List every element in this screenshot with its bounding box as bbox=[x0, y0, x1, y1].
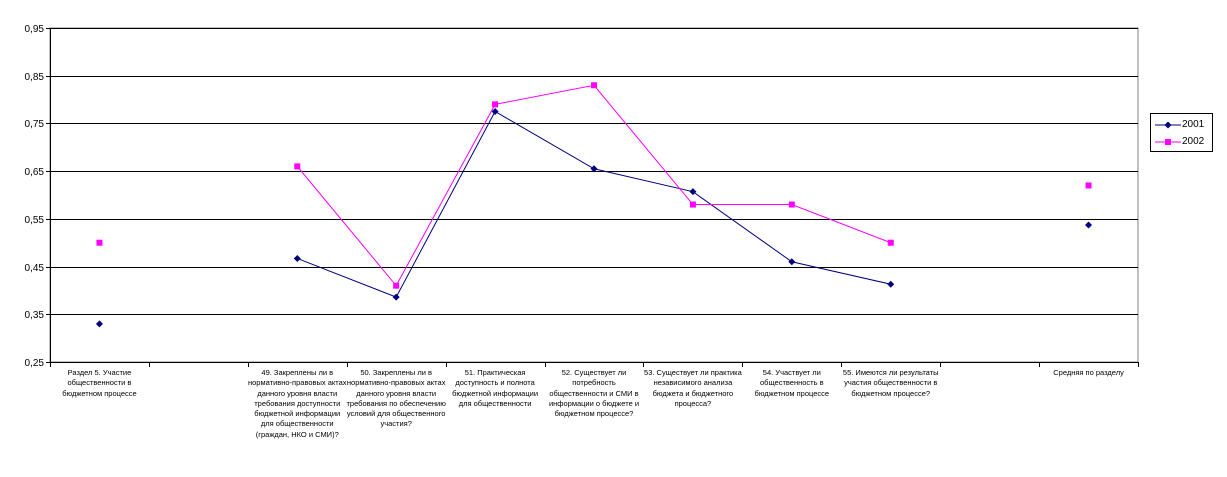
x-tick-label: Раздел 5. Участие общественности в бюдже… bbox=[62, 368, 137, 398]
plot-area bbox=[49, 27, 1139, 363]
series-2001 bbox=[95, 108, 1093, 328]
x-tick-label: 55. Имеются ли результаты участия общест… bbox=[842, 368, 939, 398]
x-tick-label: 53. Существует ли практика независимого … bbox=[644, 368, 742, 408]
legend-label-2002: 2002 bbox=[1182, 136, 1205, 147]
data-point-2001 bbox=[590, 165, 598, 173]
legend-entry-2002: 2002 bbox=[1151, 135, 1214, 149]
x-tick-label: 49. Закреплены ли в нормативно-правовых … bbox=[247, 368, 347, 439]
x-tick-label: 52. Существует ли потребность общественн… bbox=[548, 368, 640, 419]
legend-entry-2001: 2001 bbox=[1151, 118, 1214, 132]
data-point-2001 bbox=[1085, 221, 1093, 229]
y-tick-label: 0,45 bbox=[25, 263, 45, 274]
data-point-2001 bbox=[95, 320, 103, 328]
y-tick-label: 0,25 bbox=[25, 358, 45, 369]
x-tick-label: 54. Участвует ли общественность в бюджет… bbox=[754, 368, 830, 398]
data-point-2002 bbox=[689, 201, 696, 208]
y-tick-label: 0,35 bbox=[25, 310, 45, 321]
y-tick-labels: 0,25 0,35 0,45 0,55 0,65 0,75 0,85 0,95 bbox=[25, 24, 45, 369]
data-point-2001 bbox=[491, 108, 499, 115]
data-point-2001 bbox=[293, 254, 301, 262]
x-tick-label: 51. Практическая доступность и полнота б… bbox=[452, 368, 539, 408]
data-point-2002 bbox=[1085, 182, 1092, 189]
y-tick-label: 0,55 bbox=[25, 215, 45, 226]
data-point-2002 bbox=[492, 101, 499, 108]
data-point-2001 bbox=[689, 188, 697, 196]
y-tick-label: 0,75 bbox=[25, 119, 45, 130]
x-tick-label: Средняя по разделу bbox=[1053, 368, 1124, 377]
gridlines bbox=[49, 27, 1139, 363]
legend-label-2001: 2001 bbox=[1182, 119, 1205, 130]
data-point-2001 bbox=[788, 258, 796, 266]
legend: 2001 2002 bbox=[1150, 113, 1213, 152]
data-point-2001 bbox=[392, 293, 400, 301]
axes bbox=[46, 28, 1139, 367]
series-layer bbox=[95, 82, 1093, 328]
data-point-2001 bbox=[887, 280, 895, 288]
data-point-2002 bbox=[96, 239, 103, 246]
x-tick-label: 50. Закреплены ли в нормативно-правовых … bbox=[346, 368, 446, 429]
data-point-2002 bbox=[887, 239, 894, 246]
data-point-2002 bbox=[591, 82, 597, 89]
data-point-2002 bbox=[294, 163, 301, 170]
legend-swatch-2002 bbox=[1155, 139, 1181, 145]
y-tick-label: 0,85 bbox=[25, 72, 45, 83]
y-tick-label: 0,95 bbox=[25, 24, 45, 35]
series-2002 bbox=[96, 82, 1092, 289]
data-point-2002 bbox=[393, 282, 400, 289]
data-point-2002 bbox=[788, 201, 795, 208]
y-tick-label: 0,65 bbox=[25, 167, 45, 178]
legend-swatch-2001 bbox=[1155, 121, 1181, 129]
